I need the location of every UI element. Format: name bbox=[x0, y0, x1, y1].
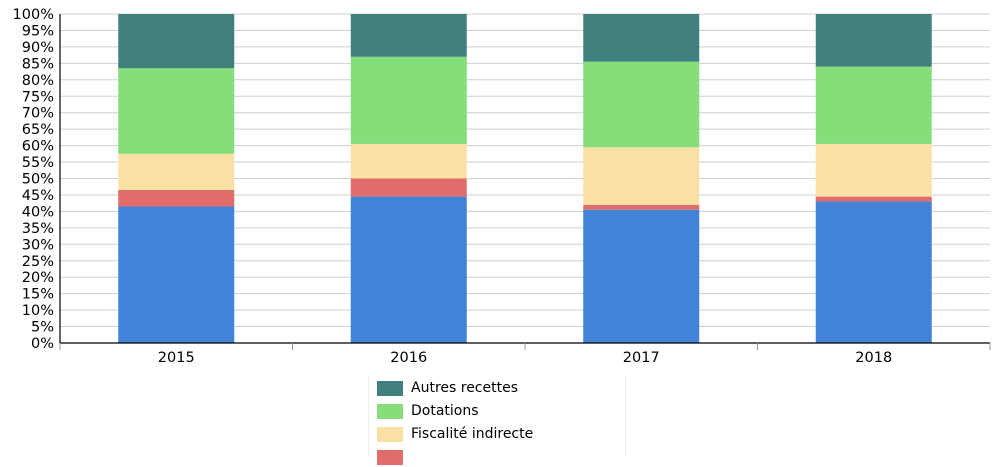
legend-swatch-fiscalite-indirecte bbox=[377, 426, 403, 442]
bar-segment-2015-series-0[interactable] bbox=[118, 206, 235, 343]
bar-segment-2018-series-0[interactable] bbox=[815, 201, 932, 343]
legend-item-dotations[interactable]: Dotations bbox=[377, 401, 479, 421]
legend-item-autres-recettes[interactable]: Autres recettes bbox=[377, 378, 518, 398]
y-tick-label: 50% bbox=[22, 172, 54, 188]
legend-swatch-autres-recettes bbox=[377, 380, 403, 396]
bar-segment-2016-series-0[interactable] bbox=[350, 196, 467, 343]
x-category-label: 2016 bbox=[390, 350, 427, 366]
y-tick-label: 45% bbox=[22, 188, 54, 204]
bar-segment-2018-series-2[interactable] bbox=[815, 143, 932, 197]
y-tick-label: 40% bbox=[22, 204, 54, 220]
legend-item-partial[interactable] bbox=[377, 447, 411, 467]
legend: Autres recettes Dotations Fiscalité indi… bbox=[368, 376, 626, 465]
bar-segment-2016-series-2[interactable] bbox=[350, 143, 467, 179]
bar-segment-2018-series-3[interactable] bbox=[815, 66, 932, 144]
bar-segment-2015-series-3[interactable] bbox=[118, 68, 235, 154]
y-tick-label: 70% bbox=[22, 106, 54, 122]
bar-segment-2017-series-2[interactable] bbox=[583, 147, 700, 205]
bar-segment-2018-series-1[interactable] bbox=[815, 196, 932, 202]
axes bbox=[59, 14, 991, 350]
x-category-label: 2018 bbox=[855, 350, 892, 366]
y-tick-label: 90% bbox=[22, 40, 54, 56]
bars bbox=[118, 14, 932, 343]
y-tick-label: 10% bbox=[22, 303, 54, 319]
y-tick-label: 0% bbox=[31, 336, 54, 352]
x-category-label: 2015 bbox=[158, 350, 195, 366]
bar-segment-2018-series-4[interactable] bbox=[815, 14, 932, 67]
y-tick-label: 60% bbox=[22, 139, 54, 155]
y-tick-label: 20% bbox=[22, 270, 54, 286]
legend-label-dotations: Dotations bbox=[411, 403, 479, 419]
y-tick-label: 30% bbox=[22, 237, 54, 253]
y-tick-label: 95% bbox=[22, 23, 54, 39]
y-axis-labels: 0%5%10%15%20%25%30%35%40%45%50%55%60%65%… bbox=[13, 7, 54, 352]
bar-segment-2017-series-3[interactable] bbox=[583, 61, 700, 148]
bar-segment-2017-series-4[interactable] bbox=[583, 14, 700, 62]
y-tick-label: 65% bbox=[22, 122, 54, 138]
bar-segment-2016-series-1[interactable] bbox=[350, 178, 467, 197]
bar-segment-2015-series-1[interactable] bbox=[118, 190, 235, 207]
y-tick-label: 25% bbox=[22, 254, 54, 270]
y-tick-label: 15% bbox=[22, 287, 54, 303]
x-category-label: 2017 bbox=[623, 350, 660, 366]
bar-segment-2017-series-0[interactable] bbox=[583, 209, 700, 343]
legend-swatch-partial bbox=[377, 449, 403, 465]
bar-segment-2016-series-3[interactable] bbox=[350, 56, 467, 144]
bar-segment-2017-series-1[interactable] bbox=[583, 204, 700, 210]
legend-swatch-dotations bbox=[377, 403, 403, 419]
y-tick-label: 75% bbox=[22, 89, 54, 105]
bar-segment-2016-series-4[interactable] bbox=[350, 14, 467, 57]
y-tick-label: 80% bbox=[22, 73, 54, 89]
y-tick-label: 55% bbox=[22, 155, 54, 171]
legend-item-fiscalite-indirecte[interactable]: Fiscalité indirecte bbox=[377, 424, 533, 444]
y-tick-label: 100% bbox=[13, 7, 54, 23]
legend-label-autres-recettes: Autres recettes bbox=[411, 380, 519, 396]
bar-segment-2015-series-4[interactable] bbox=[118, 14, 235, 69]
bar-segment-2015-series-2[interactable] bbox=[118, 153, 235, 191]
x-axis-labels: 2015 2016 2017 2018 bbox=[158, 350, 892, 366]
y-tick-label: 85% bbox=[22, 56, 54, 72]
legend-label-fiscalite-indirecte: Fiscalité indirecte bbox=[411, 426, 534, 442]
stacked-bar-chart: 0%5%10%15%20%25%30%35%40%45%50%55%60%65%… bbox=[13, 7, 991, 366]
y-tick-label: 5% bbox=[31, 320, 54, 336]
y-tick-label: 35% bbox=[22, 221, 54, 237]
